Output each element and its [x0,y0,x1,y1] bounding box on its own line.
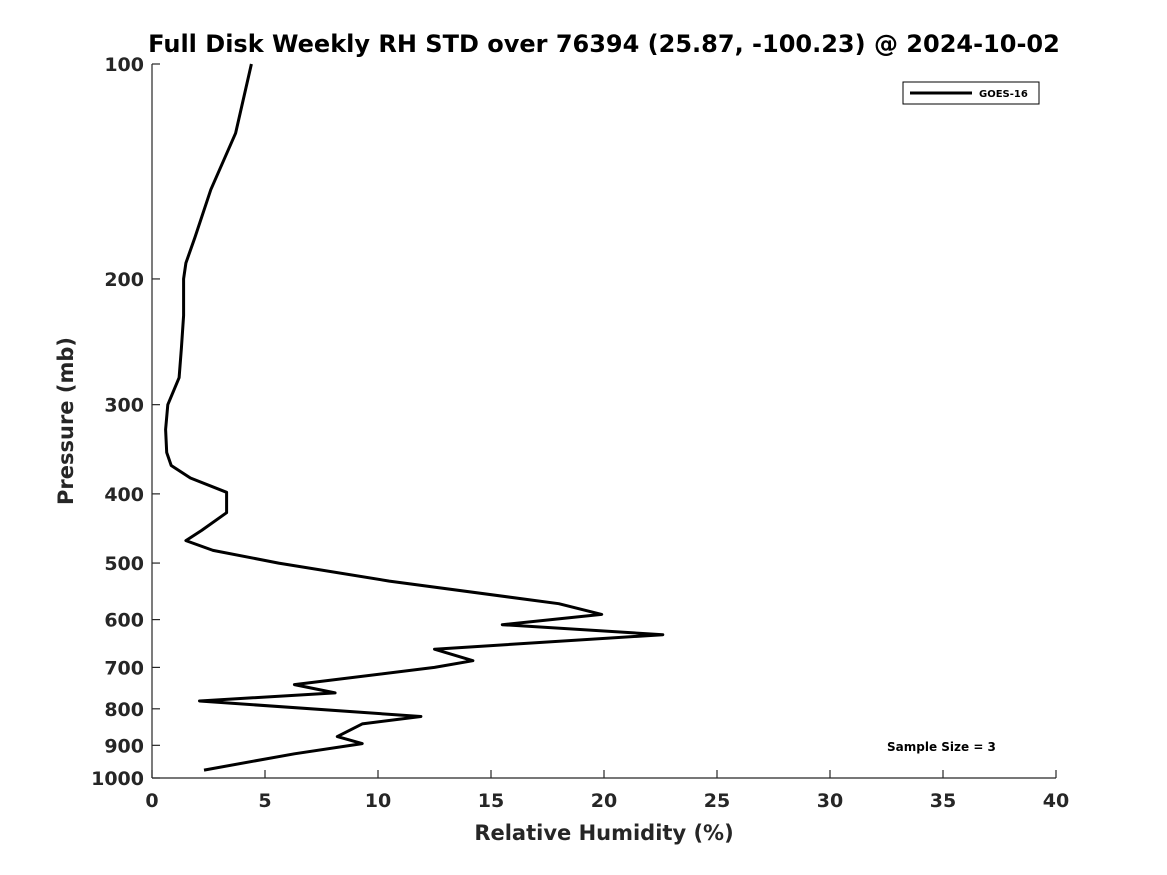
series-line-goes16 [164,63,665,772]
y-tick-label: 800 [104,699,144,721]
x-tick-label: 0 [145,790,158,812]
sample-size-annotation: Sample Size = 3 [887,740,996,754]
plot-area [152,64,1056,778]
y-tick-label: 500 [104,553,144,575]
legend-label-goes16: GOES-16 [979,89,1028,100]
y-tick-label: 100 [104,54,144,76]
y-tick-label: 600 [104,610,144,632]
y-tick-label: 300 [104,395,144,417]
x-tick-label: 35 [930,790,956,812]
x-tick-label: 25 [704,790,730,812]
y-axis-label: Pressure (mb) [54,337,78,505]
y-tick-label: 900 [104,735,144,757]
x-tick-label: 20 [591,790,617,812]
y-tick-label: 400 [104,484,144,506]
x-tick-label: 40 [1043,790,1069,812]
x-tick-label: 30 [817,790,843,812]
y-tick-label: 700 [104,657,144,679]
chart-title: Full Disk Weekly RH STD over 76394 (25.8… [148,30,1060,58]
x-tick-label: 10 [365,790,391,812]
y-tick-label: 1000 [91,768,144,790]
y-tick-label: 200 [104,269,144,291]
x-axis-ticks: 0 5 10 15 20 25 30 35 40 [145,770,1069,812]
x-tick-label: 15 [478,790,504,812]
x-axis-label: Relative Humidity (%) [474,821,733,845]
y-axis-ticks: 100 200 300 400 500 600 700 800 900 1000 [91,54,160,790]
x-tick-label: 5 [258,790,271,812]
legend: GOES-16 [902,81,1040,105]
